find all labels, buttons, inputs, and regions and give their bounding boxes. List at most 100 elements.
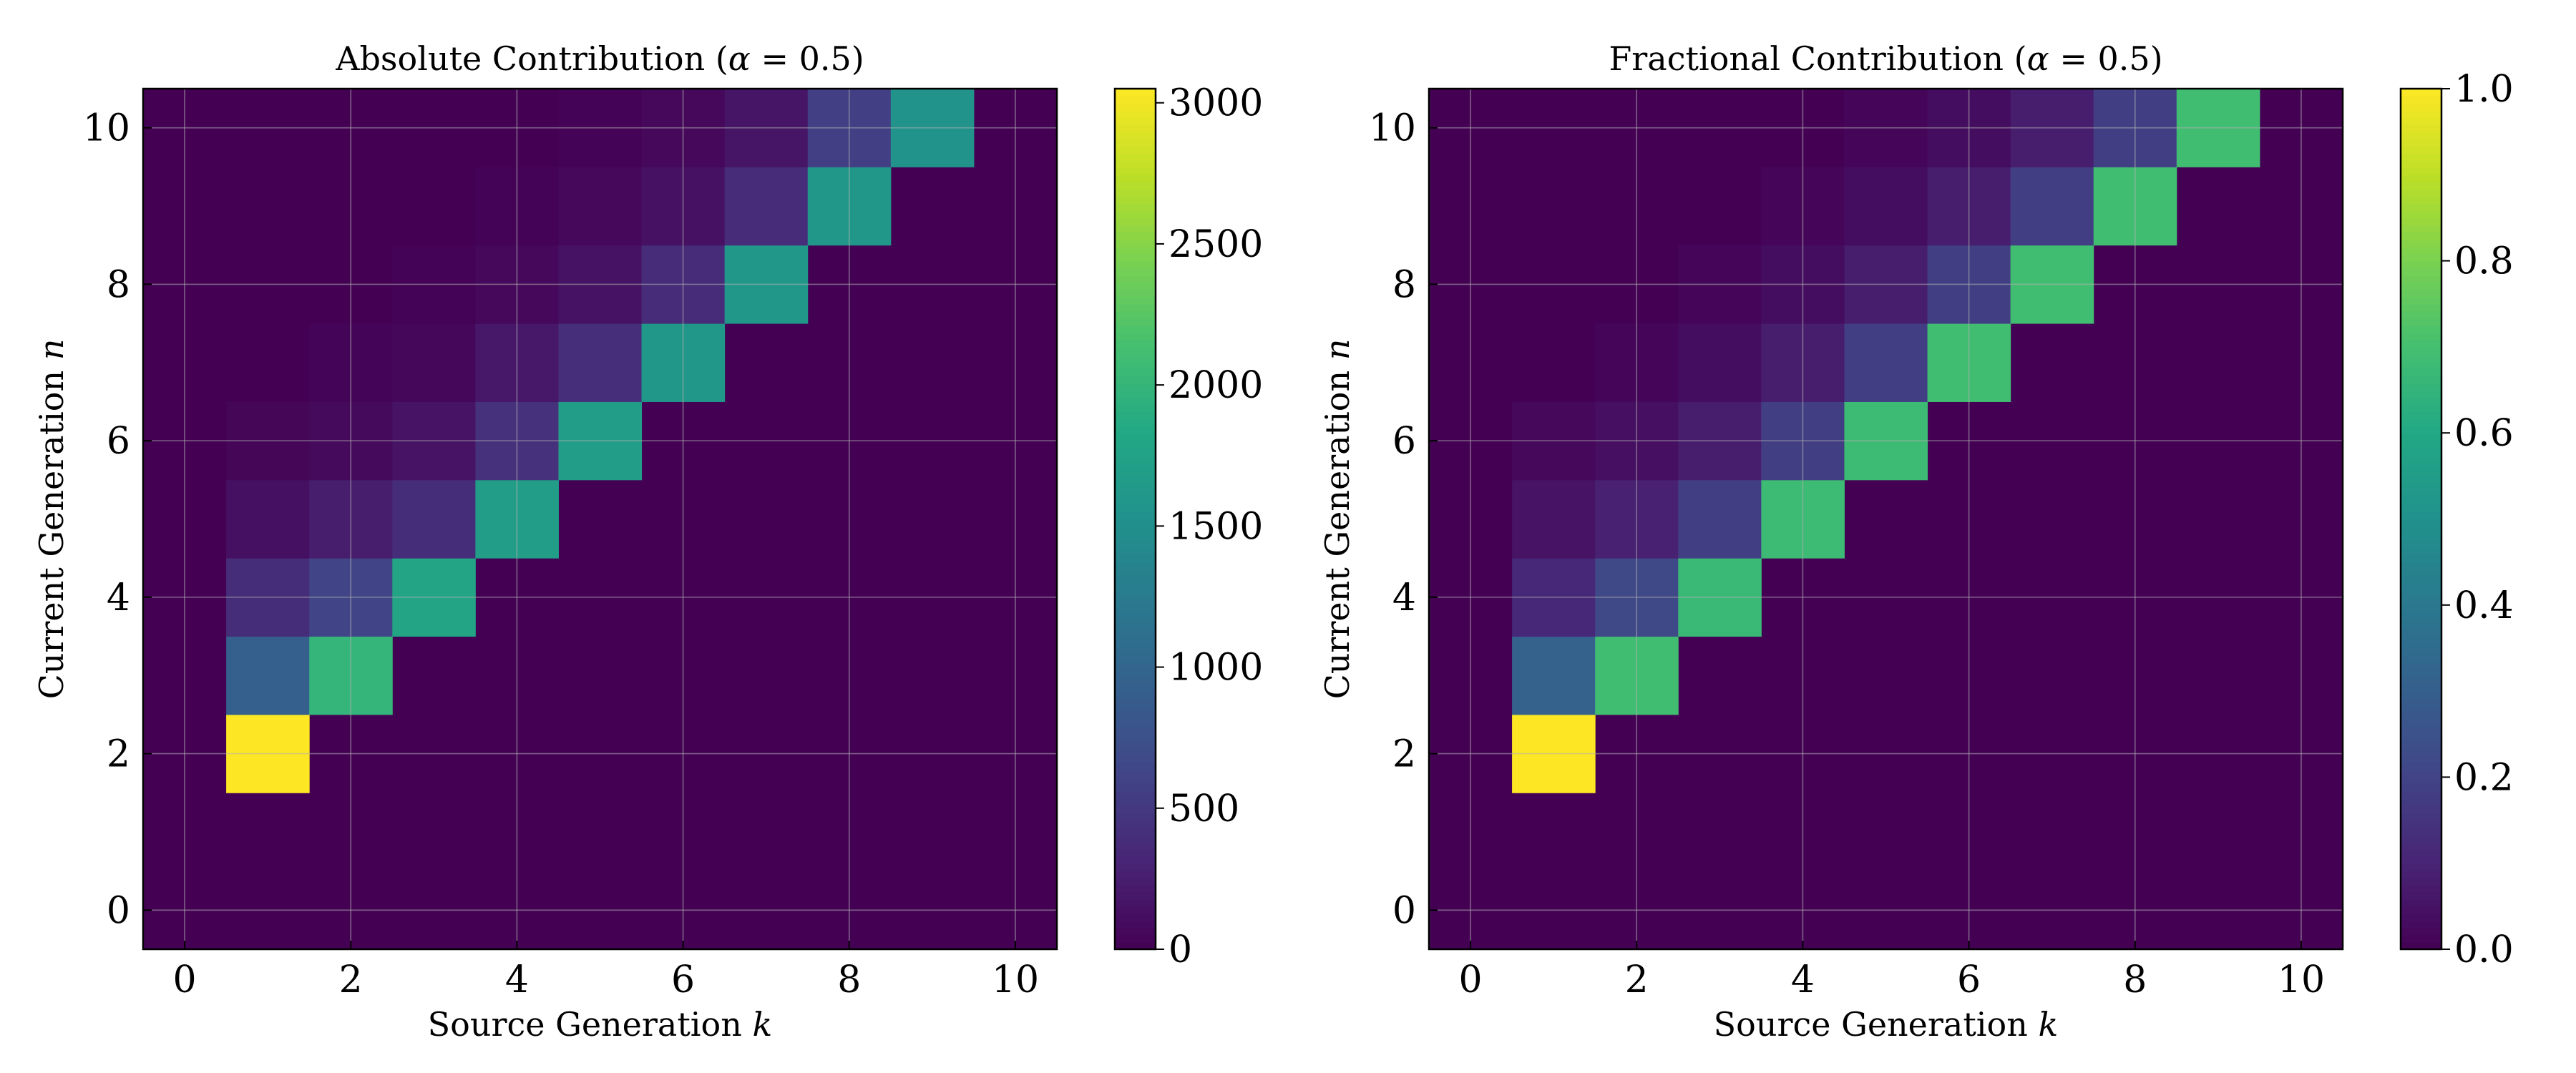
colorbar-segment <box>2401 160 2441 169</box>
colorbar-segment <box>1115 139 1156 147</box>
colorbar-segment <box>1115 655 1156 663</box>
colorbar-segment <box>2401 870 2441 878</box>
colorbar-tick-label-0.0: 0.0 <box>2454 929 2514 971</box>
colorbar-segment <box>2401 225 2441 233</box>
colorbar-segment <box>2401 619 2441 627</box>
colorbar-segment <box>1115 727 1156 735</box>
colorbar-segment <box>2401 153 2441 162</box>
colorbar-segment <box>2401 132 2441 139</box>
colorbar-segment <box>1115 898 1156 907</box>
x-tick-label-0: 0 <box>1458 959 1482 1001</box>
heatmap-cell-k1-n5 <box>1512 479 1596 559</box>
colorbar-segment <box>1115 741 1156 750</box>
colorbar-segment <box>2401 139 2441 147</box>
colorbar-segment <box>1115 196 1156 205</box>
chart-title: Fractional Contribution (α = 0.5) <box>1609 39 2162 78</box>
colorbar-segment <box>2401 353 2441 362</box>
y-tick-label-8: 8 <box>107 263 130 306</box>
y-tick-label-0: 0 <box>1392 889 1416 932</box>
colorbar-segment <box>2401 296 2441 305</box>
colorbar-segment <box>2401 841 2441 850</box>
heatmap-cell-k3-n5 <box>392 479 476 559</box>
colorbar-segment <box>2401 791 2441 800</box>
colorbar-segment <box>2401 770 2441 778</box>
colorbar-segment <box>2401 712 2441 720</box>
colorbar-segment <box>1115 203 1156 212</box>
colorbar-segment <box>1115 777 1156 785</box>
colorbar-segment <box>2401 232 2441 240</box>
colorbar-segment <box>2401 612 2441 620</box>
colorbar-segment <box>1115 146 1156 155</box>
colorbar-segment <box>2401 418 2441 426</box>
colorbar-segment <box>1115 891 1156 900</box>
colorbar-segment <box>2401 426 2441 433</box>
colorbar-segment <box>2401 927 2441 936</box>
y-tick-label-0: 0 <box>107 889 130 932</box>
heatmap-cell-k5-n9 <box>558 167 643 246</box>
colorbar-segment <box>1115 619 1156 627</box>
heatmap-cell-k5-n7 <box>558 323 643 402</box>
colorbar-tick-label-1500: 1500 <box>1169 505 1263 548</box>
colorbar-segment <box>1115 318 1156 326</box>
colorbar-segment <box>2401 827 2441 836</box>
colorbar-segment <box>2401 856 2441 864</box>
colorbar-segment <box>1115 576 1156 584</box>
colorbar-segment <box>1115 160 1156 169</box>
x-axis-label: Source Generation k <box>1714 1005 2059 1044</box>
heatmap-cell-k3-n7 <box>392 323 476 402</box>
colorbar-segment <box>1115 540 1156 549</box>
colorbar-segment <box>1115 253 1156 262</box>
colorbar-segment <box>1115 89 1156 97</box>
colorbar-segment <box>2401 741 2441 750</box>
colorbar-segment <box>2401 734 2441 743</box>
colorbar-tick-label-500: 500 <box>1169 788 1239 831</box>
colorbar-segment <box>1115 210 1156 219</box>
colorbar-segment <box>2401 597 2441 606</box>
colorbar-tick-label-1.0: 1.0 <box>2454 68 2514 111</box>
colorbar-segment <box>2401 898 2441 907</box>
colorbar-segment <box>2401 411 2441 419</box>
colorbar-segment <box>1115 677 1156 685</box>
colorbar-segment <box>1115 519 1156 527</box>
colorbar-segment <box>1115 856 1156 864</box>
colorbar-segment <box>2401 647 2441 656</box>
colorbar-segment <box>1115 511 1156 520</box>
colorbar-segment <box>2401 662 2441 670</box>
colorbar-segment <box>2401 346 2441 355</box>
colorbar-segment <box>2401 705 2441 713</box>
colorbar-segment <box>2401 210 2441 219</box>
colorbar-tick-label-2500: 2500 <box>1169 223 1263 266</box>
colorbar-segment <box>2401 763 2441 771</box>
colorbar-segment <box>2401 433 2441 441</box>
y-tick-label-4: 4 <box>107 577 130 619</box>
colorbar-segment <box>1115 132 1156 139</box>
colorbar-segment <box>1115 569 1156 577</box>
colorbar-segment <box>2401 633 2441 642</box>
colorbar-segment <box>1115 590 1156 599</box>
colorbar-segment <box>1115 303 1156 312</box>
colorbar-segment <box>1115 941 1156 950</box>
colorbar-segment <box>2401 253 2441 262</box>
colorbar-segment <box>2401 863 2441 871</box>
colorbar-segment <box>2401 798 2441 807</box>
y-axis-label: Current Generation n <box>1318 339 1357 700</box>
colorbar-segment <box>1115 906 1156 914</box>
heatmap-cell-k3-n5 <box>1678 479 1762 559</box>
colorbar-segment <box>2401 497 2441 506</box>
colorbar-segment <box>1115 447 1156 456</box>
colorbar-segment <box>1115 282 1156 290</box>
x-tick-label-8: 8 <box>2123 959 2147 1001</box>
colorbar-segment <box>2401 124 2441 132</box>
colorbar-segment <box>1115 175 1156 183</box>
colorbar-segment <box>2401 698 2441 706</box>
colorbar-tick-label-0.2: 0.2 <box>2454 756 2514 799</box>
colorbar-segment <box>2401 483 2441 491</box>
colorbar-segment <box>2401 562 2441 570</box>
colorbar-segment <box>2401 196 2441 205</box>
colorbar-segment <box>2401 368 2441 376</box>
heatmap-cell-k1-n5 <box>226 479 310 559</box>
colorbar-tick-label-1000: 1000 <box>1169 647 1263 690</box>
colorbar-segment <box>1115 805 1156 814</box>
colorbar-segment <box>1115 604 1156 613</box>
y-tick-label-4: 4 <box>1392 577 1416 619</box>
